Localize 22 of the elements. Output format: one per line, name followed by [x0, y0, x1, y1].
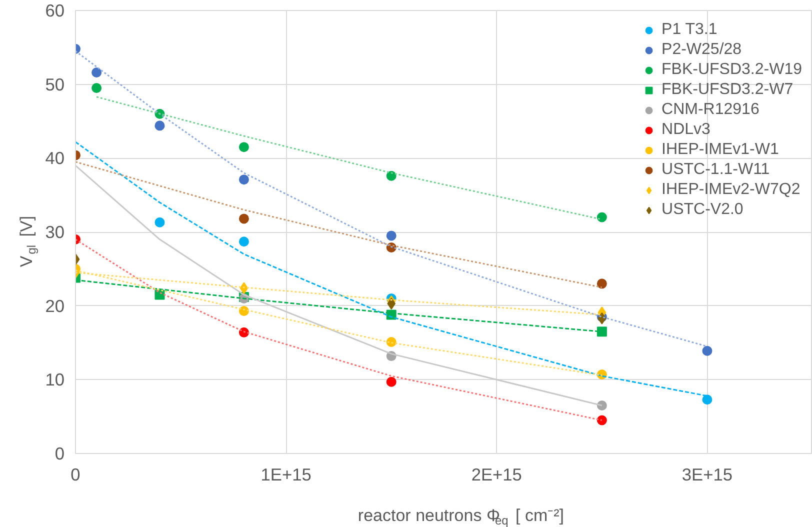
legend-label: P2-W25/28: [662, 41, 742, 59]
y-tick-label: 20: [45, 296, 65, 316]
legend-label: P1 T3.1: [662, 21, 718, 39]
x-tick-label: 3E+15: [682, 464, 733, 484]
legend-label: NDLv3: [662, 121, 710, 139]
legend-label: FBK-UFSD3.2-W7: [662, 81, 794, 99]
x-tick-label: 0: [70, 464, 80, 484]
y-tick-label: 0: [54, 444, 65, 464]
legend-label: CNM-R12916: [662, 101, 760, 119]
x-tick-label: 2E+15: [471, 464, 522, 484]
legend-label: USTC-1.1-W11: [662, 161, 770, 179]
legend-label: IHEP-IMEv1-W1: [662, 141, 779, 159]
y-tick-label: 30: [45, 222, 65, 242]
x-tick-label: 1E+15: [260, 464, 312, 484]
y-tick-label: 60: [45, 0, 65, 20]
legend-label: IHEP-IMEv2-W7Q2: [662, 181, 800, 199]
legend-label: FBK-UFSD3.2-W19: [662, 61, 802, 79]
y-axis-title: Vgl [V]: [17, 216, 38, 268]
y-tick-label: 40: [45, 148, 65, 168]
y-tick-label: 50: [45, 74, 65, 94]
legend-label: USTC-V2.0: [662, 201, 744, 219]
y-tick-label: 10: [45, 370, 65, 390]
